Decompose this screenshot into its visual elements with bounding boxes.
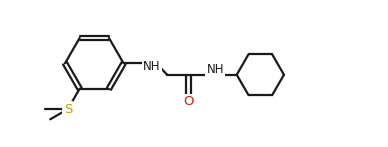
Text: NH: NH [206,63,224,76]
Text: NH: NH [143,60,161,73]
Text: O: O [183,95,194,108]
Text: S: S [64,103,72,116]
